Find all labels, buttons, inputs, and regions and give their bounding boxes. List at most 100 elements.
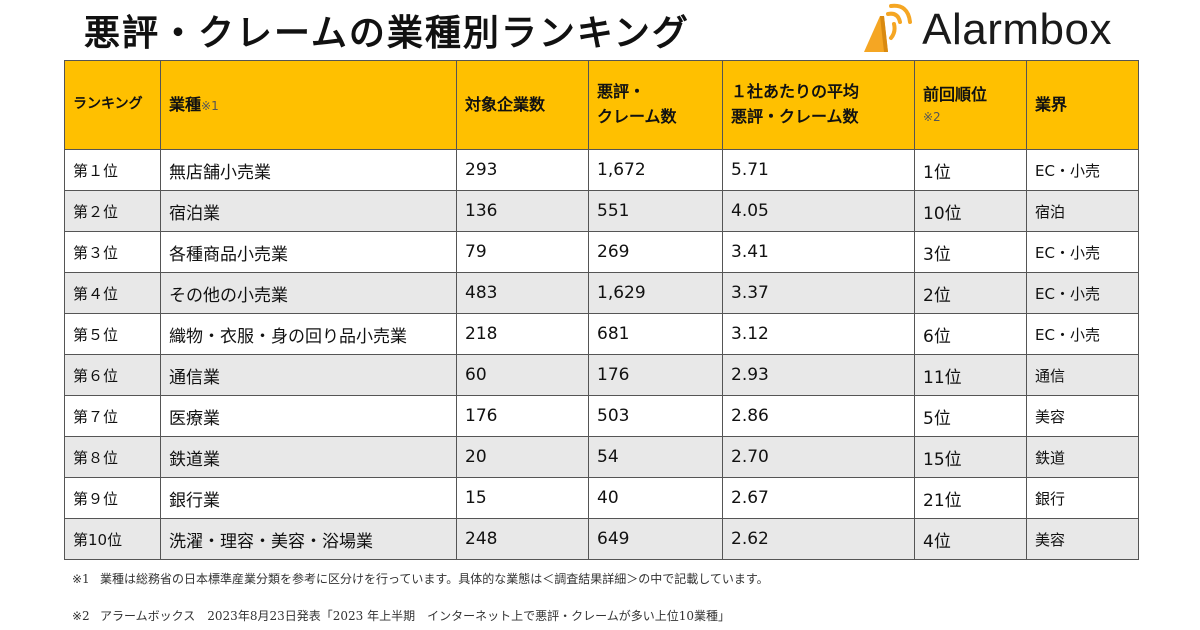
footnote-2-text: アラームボックス 2023年8月23日発表「2023 年上半期 インターネット上… xyxy=(100,609,730,623)
cell-average: 4.05 xyxy=(722,190,915,232)
cell-companies: 248 xyxy=(456,518,589,560)
cell-companies: 79 xyxy=(456,231,589,273)
header-industry-label: 業種 xyxy=(169,94,202,114)
cell-sector: 美容 xyxy=(1026,395,1139,437)
cell-rank: 第７位 xyxy=(64,395,161,437)
cell-industry: 銀行業 xyxy=(160,477,457,519)
cell-rank: 第５位 xyxy=(64,313,161,355)
cell-companies: 293 xyxy=(456,149,589,191)
cell-rank: 第８位 xyxy=(64,436,161,478)
cell-previous: 1位 xyxy=(914,149,1027,191)
cell-sector: EC・小売 xyxy=(1026,313,1139,355)
cell-complaints: 269 xyxy=(588,231,723,273)
cell-rank: 第１位 xyxy=(64,149,161,191)
cell-complaints: 551 xyxy=(588,190,723,232)
cell-average: 3.41 xyxy=(722,231,915,273)
cell-previous: 10位 xyxy=(914,190,1027,232)
cell-companies: 60 xyxy=(456,354,589,396)
table-row: 第２位 宿泊業 136 551 4.05 10位 宿泊 xyxy=(64,190,1139,232)
cell-rank: 第２位 xyxy=(64,190,161,232)
table-row: 第３位 各種商品小売業 79 269 3.41 3位 EC・小売 xyxy=(64,231,1139,273)
table-row: 第10位 洗濯・理容・美容・浴場業 248 649 2.62 4位 美容 xyxy=(64,518,1139,560)
cell-rank: 第６位 xyxy=(64,354,161,396)
cell-previous: 5位 xyxy=(914,395,1027,437)
header-sector: 業界 xyxy=(1026,60,1139,150)
cell-companies: 136 xyxy=(456,190,589,232)
table-header-row: ランキング 業種※1 対象企業数 悪評・ クレーム数 １社あたりの平均 悪評・ク… xyxy=(64,60,1139,150)
brand-name: Alarmbox xyxy=(922,5,1112,54)
cell-sector: 通信 xyxy=(1026,354,1139,396)
header-previous: 前回順位 ※2 xyxy=(914,60,1027,150)
cell-rank: 第９位 xyxy=(64,477,161,519)
cell-sector: 美容 xyxy=(1026,518,1139,560)
cell-complaints: 1,672 xyxy=(588,149,723,191)
header-complaints-line1: 悪評・ xyxy=(597,82,646,102)
header-complaints-line2: クレーム数 xyxy=(597,107,677,126)
footnote-1: ※1 業種は総務省の日本標準産業分類を参考に区分けを行っています。具体的な業態は＜… xyxy=(72,573,769,585)
cell-rank: 第３位 xyxy=(64,231,161,273)
footnote-1-mark: ※1 xyxy=(72,572,90,586)
cell-companies: 20 xyxy=(456,436,589,478)
table-row: 第６位 通信業 60 176 2.93 11位 通信 xyxy=(64,354,1139,396)
table-row: 第４位 その他の小売業 483 1,629 3.37 2位 EC・小売 xyxy=(64,272,1139,314)
header-industry-note: ※1 xyxy=(201,98,219,113)
cell-companies: 483 xyxy=(456,272,589,314)
table-row: 第７位 医療業 176 503 2.86 5位 美容 xyxy=(64,395,1139,437)
cell-complaints: 503 xyxy=(588,395,723,437)
cell-previous: 15位 xyxy=(914,436,1027,478)
cell-sector: EC・小売 xyxy=(1026,272,1139,314)
cell-industry: 洗濯・理容・美容・浴場業 xyxy=(160,518,457,560)
cell-previous: 2位 xyxy=(914,272,1027,314)
cell-average: 3.12 xyxy=(722,313,915,355)
cell-industry: 各種商品小売業 xyxy=(160,231,457,273)
cell-average: 2.86 xyxy=(722,395,915,437)
cell-complaints: 649 xyxy=(588,518,723,560)
cell-sector: 銀行 xyxy=(1026,477,1139,519)
cell-previous: 3位 xyxy=(914,231,1027,273)
cell-industry: 医療業 xyxy=(160,395,457,437)
table-row: 第８位 鉄道業 20 54 2.70 15位 鉄道 xyxy=(64,436,1139,478)
header-companies: 対象企業数 xyxy=(456,60,589,150)
footnote-1-text: 業種は総務省の日本標準産業分類を参考に区分けを行っています。具体的な業態は＜調査… xyxy=(100,572,769,586)
cell-previous: 21位 xyxy=(914,477,1027,519)
cell-complaints: 40 xyxy=(588,477,723,519)
cell-complaints: 54 xyxy=(588,436,723,478)
header-average-line2: 悪評・クレーム数 xyxy=(731,107,859,126)
table-row: 第１位 無店舗小売業 293 1,672 5.71 1位 EC・小売 xyxy=(64,149,1139,191)
footnote-2-mark: ※2 xyxy=(72,609,90,623)
header-previous-note: ※2 xyxy=(923,110,941,125)
cell-sector: EC・小売 xyxy=(1026,231,1139,273)
header-previous-label: 前回順位 xyxy=(923,85,988,105)
cell-average: 2.67 xyxy=(722,477,915,519)
cell-industry: 無店舗小売業 xyxy=(160,149,457,191)
header-rank: ランキング xyxy=(64,60,161,150)
cell-average: 5.71 xyxy=(722,149,915,191)
table-row: 第５位 織物・衣服・身の回り品小売業 218 681 3.12 6位 EC・小売 xyxy=(64,313,1139,355)
header-complaints: 悪評・ クレーム数 xyxy=(588,60,723,150)
cell-sector: EC・小売 xyxy=(1026,149,1139,191)
alarmbox-logo-icon xyxy=(864,3,913,52)
cell-industry: 宿泊業 xyxy=(160,190,457,232)
cell-industry: 通信業 xyxy=(160,354,457,396)
page-title: 悪評・クレームの業種別ランキング xyxy=(84,13,690,54)
brand-logo: Alarmbox xyxy=(858,2,1112,58)
cell-complaints: 1,629 xyxy=(588,272,723,314)
header-average-line1: １社あたりの平均 xyxy=(731,82,860,102)
cell-average: 2.93 xyxy=(722,354,915,396)
header-industry: 業種※1 xyxy=(160,60,457,150)
cell-previous: 4位 xyxy=(914,518,1027,560)
header-average: １社あたりの平均 悪評・クレーム数 xyxy=(722,60,915,150)
cell-industry: その他の小売業 xyxy=(160,272,457,314)
cell-industry: 織物・衣服・身の回り品小売業 xyxy=(160,313,457,355)
cell-average: 3.37 xyxy=(722,272,915,314)
cell-companies: 218 xyxy=(456,313,589,355)
cell-sector: 鉄道 xyxy=(1026,436,1139,478)
cell-rank: 第４位 xyxy=(64,272,161,314)
table-row: 第９位 銀行業 15 40 2.67 21位 銀行 xyxy=(64,477,1139,519)
cell-average: 2.62 xyxy=(722,518,915,560)
cell-average: 2.70 xyxy=(722,436,915,478)
ranking-table: ランキング 業種※1 対象企業数 悪評・ クレーム数 １社あたりの平均 悪評・ク… xyxy=(64,60,1139,560)
cell-rank: 第10位 xyxy=(64,518,161,560)
cell-complaints: 681 xyxy=(588,313,723,355)
